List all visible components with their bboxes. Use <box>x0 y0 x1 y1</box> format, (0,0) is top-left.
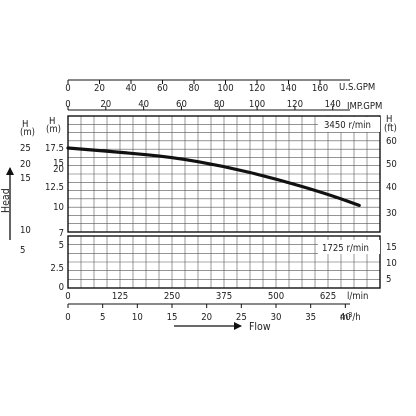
flow-axis-title: Flow <box>249 321 271 333</box>
m3h-tick-label: 15 <box>167 312 178 323</box>
head-m-outer-tick-label: 20 <box>20 159 31 170</box>
us-gpm-tick-label: 20 <box>94 83 105 94</box>
imp-gpm-tick-label: 100 <box>249 99 265 110</box>
head-curve-3450 <box>66 146 361 207</box>
m3h-tick-label: 5 <box>100 312 105 323</box>
imp-gpm-tick-label: 20 <box>100 99 111 110</box>
imp-gpm-tick-label: 80 <box>214 99 225 110</box>
imp-gpm-tick-label: 40 <box>138 99 149 110</box>
us-gpm-tick-label: 140 <box>280 83 296 94</box>
head-m-tick-label: 15 <box>53 158 64 169</box>
us-gpm-tick-label: 120 <box>249 83 265 94</box>
m3h-tick-label: 20 <box>201 312 212 323</box>
m3h-tick-label: 30 <box>271 312 282 323</box>
head-ft-tick-label: 50 <box>386 159 397 170</box>
head-ft-label-right: (ft) <box>384 123 397 134</box>
lower-speed-label: 1725 r/min <box>322 243 369 254</box>
head-m-label-lower: (m) <box>46 124 61 135</box>
us-gpm-tick-label: 60 <box>157 83 168 94</box>
head-ft-tick-label: 30 <box>386 208 397 219</box>
head-m-label-upper: (m) <box>20 127 35 138</box>
us-gpm-tick-label: 160 <box>312 83 328 94</box>
lower-head-m-outer-tick-label: 5 <box>20 245 25 256</box>
m3h-tick-label: 0 <box>65 312 70 323</box>
head-h-label-lower: H <box>49 116 55 127</box>
head-m-tick-label: 17.5 <box>45 143 64 154</box>
m3h-tick-label: 10 <box>132 312 143 323</box>
head-ft-tick-label: 60 <box>386 136 397 147</box>
us-gpm-unit-label: U.S.GPM <box>339 82 375 93</box>
head-h-label-upper: H <box>22 119 28 130</box>
lmin-scale: 0 125 250 375 500 625 <box>65 291 336 302</box>
lower-head-ft-tick-label: 15 <box>386 242 397 253</box>
lmin-unit-label: l/min <box>347 291 368 302</box>
head-m-tick-label: 12.5 <box>45 182 64 193</box>
lower-head-m-tick-label: 5 <box>59 240 64 251</box>
lower-head-m-tick-label: 7 <box>59 228 64 239</box>
upper-speed-label-box <box>318 117 380 132</box>
us-gpm-tick-label: 40 <box>126 83 137 94</box>
m3h-tick-label: 40 <box>340 312 351 323</box>
imp-gpm-tick-label: 140 <box>325 99 341 110</box>
m3h-unit-label: m3/h <box>340 311 361 323</box>
imp-gpm-tick-label: 0 <box>65 99 70 110</box>
lower-speed-label-box <box>318 240 380 254</box>
head-axis-title: Head <box>0 188 12 213</box>
lmin-tick-label: 500 <box>268 291 284 302</box>
lower-head-m-tick-label: 2.5 <box>50 263 64 274</box>
lmin-tick-label: 625 <box>320 291 336 302</box>
m3h-scale: 0 5 10 15 20 25 30 35 40 <box>65 304 351 323</box>
us-gpm-scale: 0 20 40 60 80 100 120 140 160 U.S.GPM <box>65 79 375 94</box>
head-m-outer-tick-label: 10 <box>20 225 31 236</box>
m3h-tick-label: 35 <box>305 312 316 323</box>
us-gpm-tick-label: 0 <box>65 83 70 94</box>
us-gpm-tick-label: 100 <box>217 83 233 94</box>
head-ft-tick-label: 40 <box>386 182 397 193</box>
lmin-tick-label: 0 <box>65 291 70 302</box>
imp-gpm-tick-label: 60 <box>176 99 187 110</box>
head-m-outer-tick-label: 25 <box>20 143 31 154</box>
upper-speed-label: 3450 r/min <box>324 120 371 131</box>
imp-gpm-scale: 0 20 40 60 80 100 120 140 IMP.GPM <box>65 99 382 112</box>
lmin-tick-label: 250 <box>164 291 180 302</box>
lower-head-ft-tick-label: 5 <box>386 274 391 285</box>
lmin-tick-label: 375 <box>216 291 232 302</box>
imp-gpm-unit-label: IMP.GPM <box>347 101 382 112</box>
lower-head-ft-tick-label: 10 <box>386 258 397 269</box>
head-m-outer-tick-label: 15 <box>20 173 31 184</box>
imp-gpm-tick-label: 120 <box>287 99 303 110</box>
lower-head-m-tick-label: 0 <box>59 282 64 293</box>
head-h-label-right: H <box>386 114 392 125</box>
us-gpm-tick-label: 80 <box>189 83 200 94</box>
lmin-tick-label: 125 <box>112 291 128 302</box>
m3h-tick-label: 25 <box>236 312 247 323</box>
head-m-tick-label: 20 <box>53 164 64 175</box>
head-m-tick-label: 10 <box>53 202 64 213</box>
